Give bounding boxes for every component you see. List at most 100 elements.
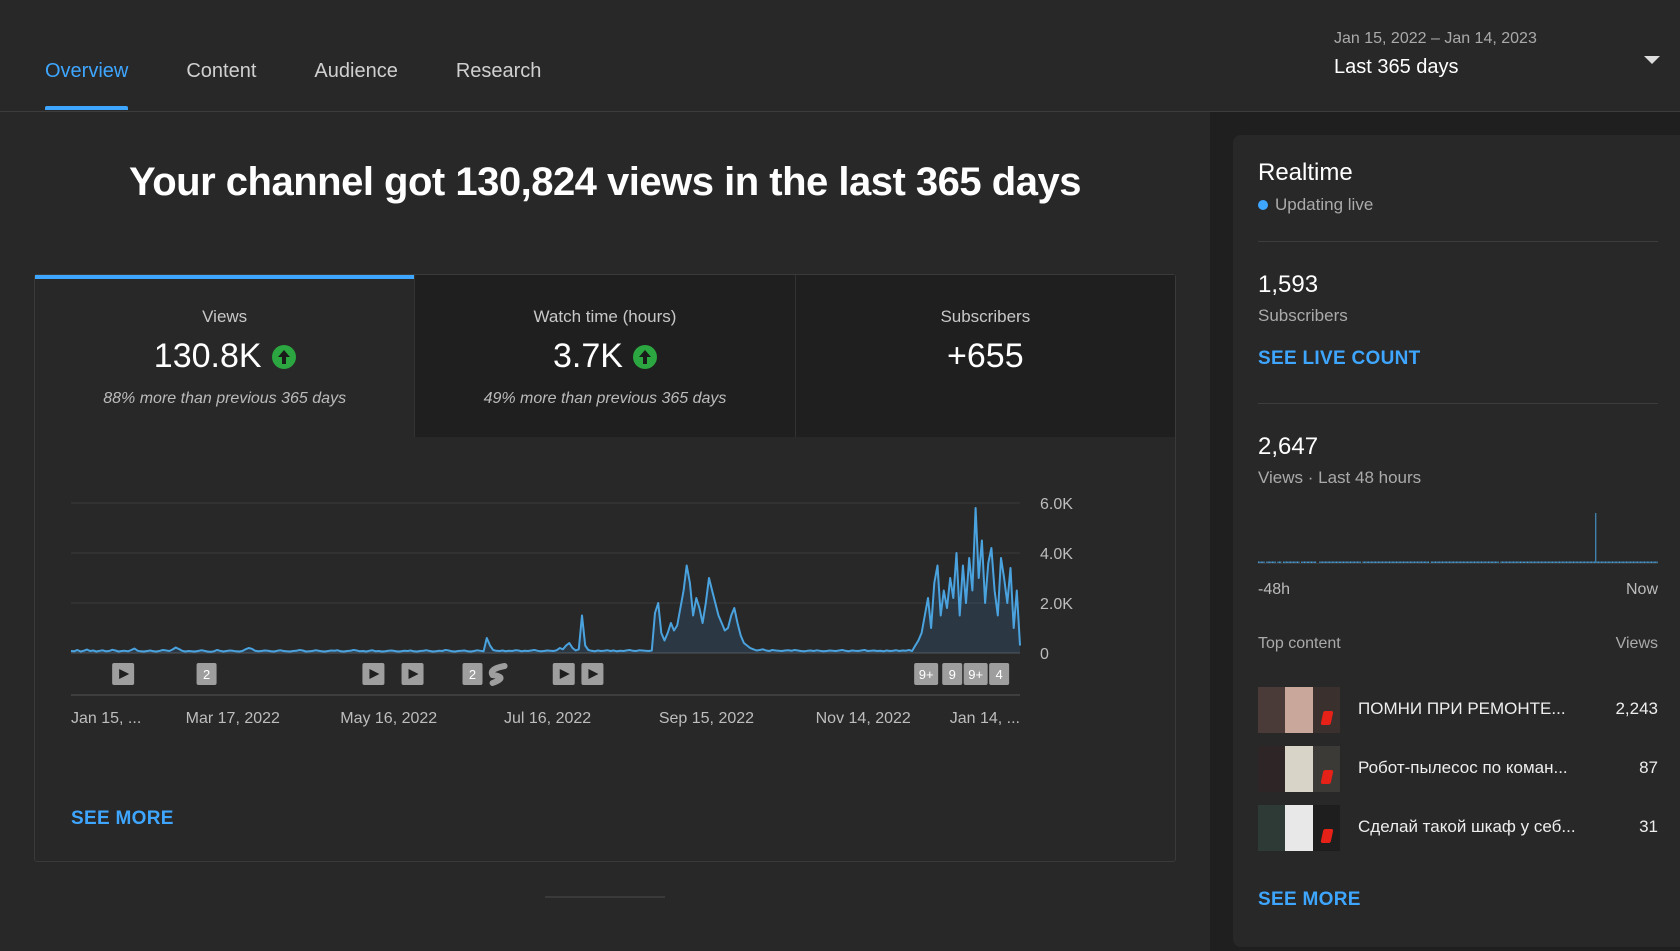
realtime-bar (1291, 561, 1293, 563)
video-thumbnail[interactable] (1258, 805, 1340, 851)
realtime-subscribers-label: Subscribers (1258, 306, 1348, 325)
metric-title: Views (202, 307, 248, 326)
realtime-bar (1315, 561, 1317, 563)
views-chart: 6.0K 4.0K 2.0K 0 2 2 9+ 9 9+ 4 Jan 15, ... Mar 17, … (35, 455, 1175, 755)
published-count-badge[interactable]: 9+ (914, 663, 939, 685)
realtime-bar (1575, 561, 1577, 563)
video-thumbnail[interactable] (1258, 746, 1340, 792)
realtime-bar (1411, 561, 1413, 563)
content-title[interactable]: Сделай такой шкаф у себ... (1358, 817, 1576, 836)
published-count-badge[interactable]: 9+ (963, 663, 988, 685)
realtime-bar (1370, 561, 1372, 563)
video-thumbnail[interactable] (1258, 687, 1340, 733)
realtime-axis-end: Now (1625, 581, 1658, 598)
overview-main: Your channel got 130,824 views in the la… (0, 112, 1210, 951)
content-title[interactable]: Робот-пылесос по коман... (1358, 758, 1568, 777)
realtime-bar (1402, 561, 1404, 563)
realtime-bar (1404, 561, 1406, 563)
realtime-bar (1609, 561, 1611, 563)
top-content-item[interactable]: ПОМНИ ПРИ РЕМОНТЕ... 2,243 (1258, 687, 1658, 733)
metric-title: Subscribers (940, 307, 1031, 326)
tab-audience[interactable]: Audience (314, 60, 398, 82)
live-indicator: Updating live (1258, 195, 1373, 215)
realtime-bar (1651, 561, 1653, 563)
x-tick-label: Jul 16, 2022 (504, 710, 591, 727)
realtime-bar (1329, 561, 1331, 563)
video-published-icon[interactable] (401, 663, 424, 685)
realtime-bar (1380, 561, 1382, 563)
realtime-bar (1309, 561, 1311, 563)
tab-research[interactable]: Research (455, 60, 542, 82)
video-published-icon[interactable] (112, 663, 135, 685)
realtime-bar (1535, 561, 1537, 563)
metric-tab-subscribers[interactable]: Subscribers +655 (795, 275, 1175, 437)
overview-chart-card: Views 130.8K 88% more than previous 365 … (34, 274, 1176, 862)
realtime-bar (1646, 561, 1648, 563)
top-content-item[interactable]: Робот-пылесос по коман... 87 (1258, 746, 1658, 792)
see-live-count-link[interactable]: SEE LIVE COUNT (1258, 348, 1421, 369)
realtime-bar (1490, 561, 1492, 563)
realtime-bar (1591, 561, 1593, 563)
realtime-bar (1610, 561, 1612, 563)
metric-value: 130.8K (153, 337, 262, 375)
realtime-bar (1414, 561, 1416, 563)
realtime-bar (1462, 561, 1464, 563)
realtime-bar (1648, 561, 1650, 563)
published-count-badge[interactable]: 2 (462, 663, 483, 685)
content-title[interactable]: ПОМНИ ПРИ РЕМОНТЕ... (1358, 699, 1566, 718)
realtime-bar (1368, 561, 1370, 563)
realtime-subscribers-value: 1,593 (1258, 271, 1319, 298)
video-published-icon[interactable] (552, 663, 575, 685)
realtime-bar (1331, 561, 1333, 563)
realtime-bar (1588, 561, 1590, 563)
realtime-bar (1421, 561, 1423, 563)
realtime-bar (1447, 561, 1449, 563)
realtime-bar (1345, 561, 1347, 563)
short-published-icon[interactable] (488, 663, 508, 686)
see-more-link[interactable]: SEE MORE (71, 808, 174, 829)
realtime-bar (1500, 561, 1502, 563)
date-range-picker[interactable]: Jan 15, 2022 – Jan 14, 2023 Last 365 day… (1334, 30, 1664, 90)
realtime-bar (1506, 561, 1508, 563)
y-tick-label: 2.0K (1040, 596, 1073, 613)
realtime-bar (1259, 561, 1261, 563)
video-published-icon[interactable] (581, 663, 604, 685)
realtime-bar (1270, 561, 1272, 563)
tab-overview[interactable]: Overview (45, 60, 129, 110)
published-count-badge[interactable]: 2 (196, 663, 217, 685)
video-published-icon[interactable] (362, 663, 385, 685)
metric-tab-views[interactable]: Views 130.8K 88% more than previous 365 … (35, 275, 416, 437)
published-count-badge[interactable]: 4 (989, 663, 1010, 685)
realtime-bar (1586, 561, 1588, 563)
realtime-bar (1563, 561, 1565, 563)
realtime-bar (1397, 561, 1399, 563)
realtime-bar (1405, 561, 1407, 563)
realtime-bar (1271, 561, 1273, 563)
dropdown-arrow-icon[interactable] (1644, 56, 1660, 64)
metric-tab-watch-time[interactable]: Watch time (hours) 3.7K 49% more than pr… (415, 275, 796, 437)
realtime-bar (1627, 561, 1629, 563)
realtime-bar (1323, 561, 1325, 563)
realtime-bars (1258, 513, 1658, 564)
see-more-top-content-link[interactable]: SEE MORE (1258, 889, 1361, 910)
realtime-bar (1510, 561, 1512, 563)
realtime-bar (1341, 561, 1343, 563)
tab-content[interactable]: Content (186, 60, 257, 82)
realtime-bar (1475, 561, 1477, 563)
realtime-bar (1267, 561, 1269, 563)
realtime-bar (1327, 561, 1329, 563)
realtime-bar (1602, 561, 1604, 563)
published-count-badge[interactable]: 9 (942, 663, 963, 685)
realtime-bar (1336, 561, 1338, 563)
realtime-bar (1280, 561, 1282, 563)
realtime-bar (1288, 561, 1290, 563)
realtime-bar (1437, 561, 1439, 563)
x-tick-label: Jan 15, ... (71, 710, 141, 727)
realtime-bar (1467, 561, 1469, 563)
realtime-bar (1531, 561, 1533, 563)
realtime-bar (1426, 561, 1428, 563)
svg-text:2: 2 (469, 667, 476, 682)
top-content-item[interactable]: Сделай такой шкаф у себ... 31 (1258, 805, 1658, 851)
realtime-bar (1454, 561, 1456, 563)
realtime-bar (1497, 561, 1499, 563)
